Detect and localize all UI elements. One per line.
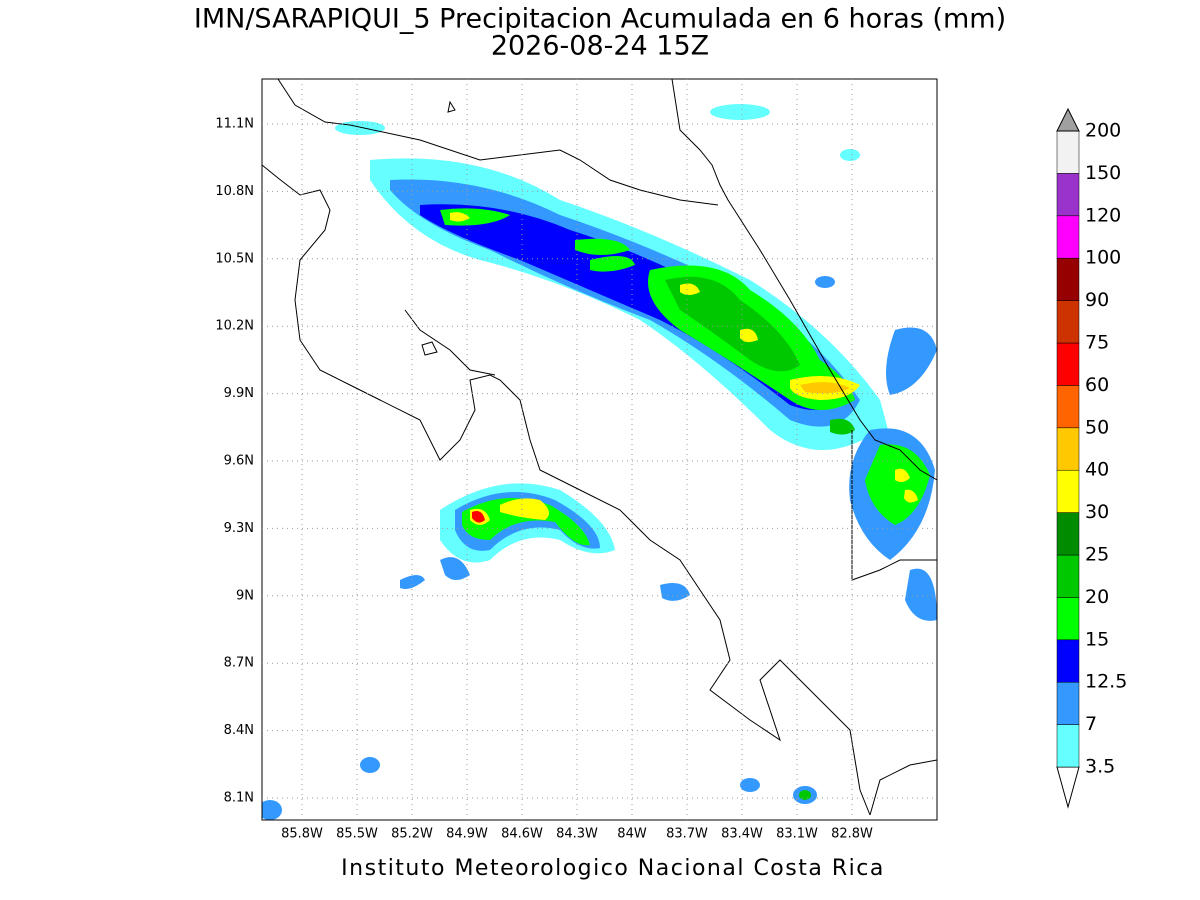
- colorbar-box: [1056, 512, 1080, 556]
- coastlines: [262, 79, 937, 816]
- lon-label: 84.3W: [556, 827, 598, 842]
- lat-label: 10.2N: [215, 319, 254, 334]
- lon-label: 84.6W: [501, 827, 543, 842]
- lat-label: 10.8N: [215, 184, 254, 199]
- colorbar-box: [1056, 681, 1080, 725]
- map-frame: [261, 78, 938, 821]
- colorbar-low: [1056, 766, 1080, 809]
- lon-label: 84.9W: [446, 827, 488, 842]
- colorbar-label: 90: [1085, 289, 1109, 311]
- colorbar-box: [1056, 724, 1080, 768]
- subtitle: 2026-08-24 15Z: [491, 31, 709, 62]
- colorbar-label: 150: [1085, 162, 1121, 184]
- lon-label: 83.1W: [776, 827, 818, 842]
- colorbar-label: 50: [1085, 416, 1109, 438]
- colorbar-box: [1056, 469, 1080, 513]
- colorbar-high: [1056, 107, 1080, 132]
- precip-field: [262, 104, 937, 820]
- colorbar-label: 200: [1085, 120, 1121, 142]
- lon-label: 83.4W: [721, 827, 763, 842]
- colorbar-box: [1056, 173, 1080, 217]
- lon-label: 84W: [617, 827, 647, 842]
- lat-label: 9.3N: [224, 521, 254, 536]
- lat-label: 11.1N: [215, 117, 254, 132]
- footer: Instituto Meteorologico Nacional Costa R…: [341, 856, 885, 881]
- colorbar-label: 100: [1085, 247, 1121, 269]
- lat-label: 8.4N: [224, 723, 254, 738]
- colorbar-label: 20: [1085, 586, 1109, 608]
- lon-label: 85.8W: [281, 827, 323, 842]
- colorbar-box: [1056, 257, 1080, 301]
- colorbar-label: 30: [1085, 501, 1109, 523]
- lat-label: 10.5N: [215, 251, 254, 266]
- colorbar-box: [1056, 300, 1080, 344]
- lat-label: 8.1N: [224, 791, 254, 806]
- lat-label: 9.6N: [224, 454, 254, 469]
- lon-label: 85.2W: [391, 827, 433, 842]
- colorbar-label: 25: [1085, 544, 1109, 566]
- colorbar-label: 3.5: [1085, 756, 1115, 778]
- colorbar-box: [1056, 639, 1080, 683]
- lon-label: 85.5W: [336, 827, 378, 842]
- colorbar-box: [1056, 427, 1080, 471]
- colorbar-box: [1056, 597, 1080, 641]
- colorbar-label: 60: [1085, 374, 1109, 396]
- colorbar-box: [1056, 342, 1080, 386]
- title: IMN/SARAPIQUI_5 Precipitacion Acumulada …: [194, 4, 1006, 35]
- colorbar-box: [1056, 130, 1080, 174]
- colorbar-label: 120: [1085, 204, 1121, 226]
- colorbar-box: [1056, 554, 1080, 598]
- colorbar-label: 12.5: [1085, 671, 1127, 693]
- map: [261, 78, 938, 821]
- colorbar-box: [1056, 215, 1080, 259]
- lat-label: 8.7N: [224, 656, 254, 671]
- lat-label: 9N: [236, 588, 254, 603]
- colorbar-label: 40: [1085, 459, 1109, 481]
- lon-label: 83.7W: [666, 827, 708, 842]
- lon-label: 82.8W: [831, 827, 873, 842]
- lat-label: 9.9N: [224, 386, 254, 401]
- colorbar-label: 7: [1085, 713, 1097, 735]
- colorbar-label: 75: [1085, 332, 1109, 354]
- colorbar-label: 15: [1085, 628, 1109, 650]
- colorbar-box: [1056, 385, 1080, 429]
